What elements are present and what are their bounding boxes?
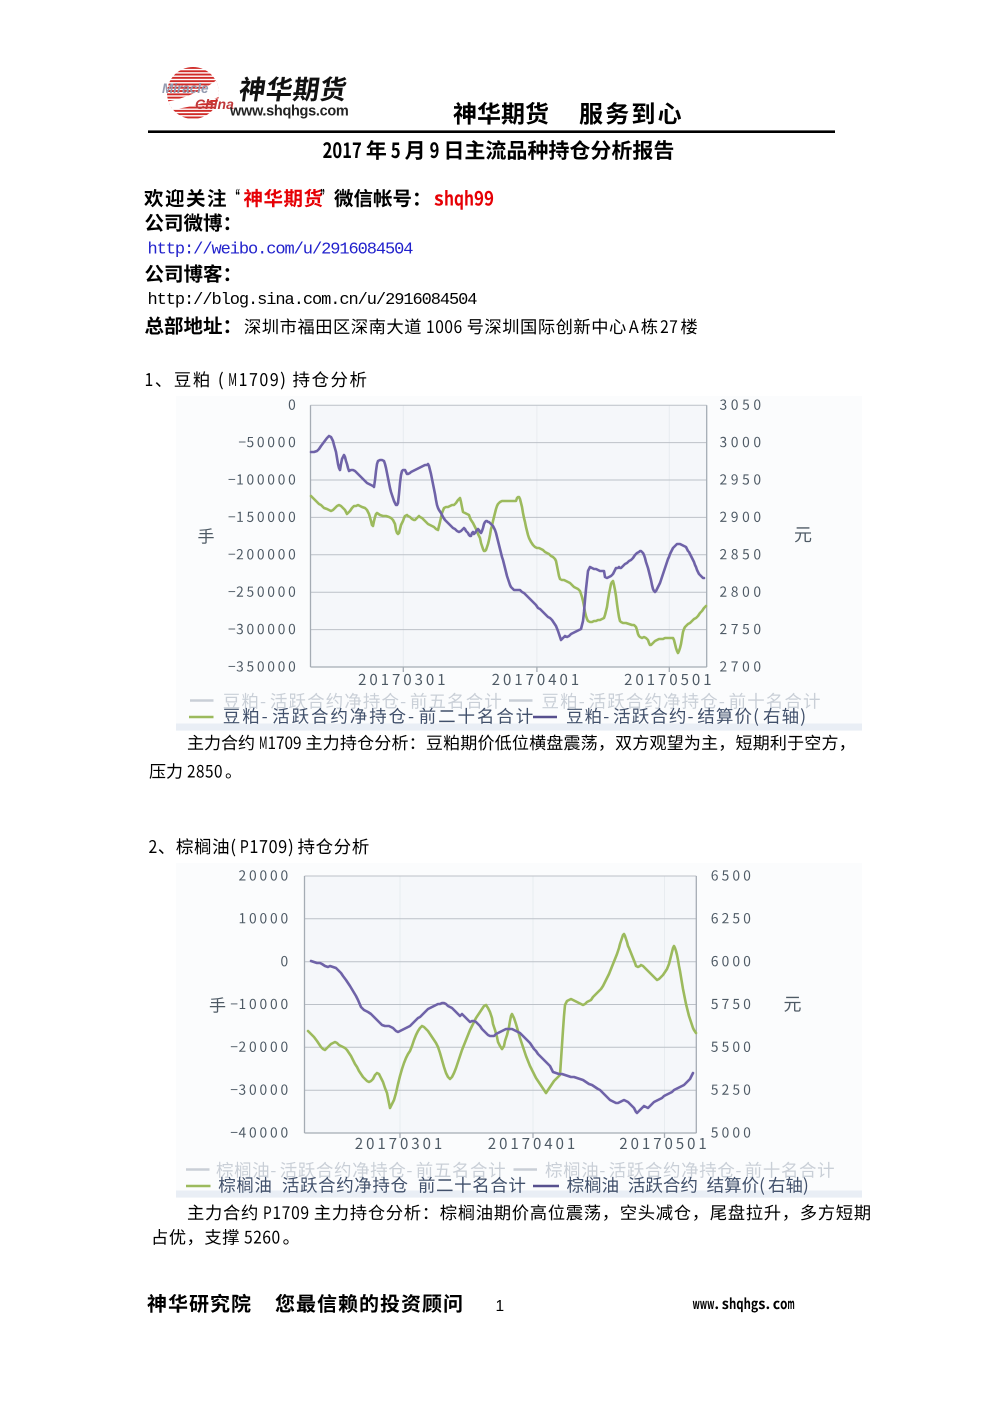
svg-text:http://weibo.com/u/2916084504: http://weibo.com/u/2916084504 (148, 240, 414, 259)
svg-text:Miracle: Miracle (162, 81, 209, 96)
svg-text:China: China (195, 96, 234, 112)
svg-text:http://blog.sina.com.cn/u/2916: http://blog.sina.com.cn/u/2916084504 (148, 291, 478, 310)
svg-text:www.shqhgs.com: www.shqhgs.com (229, 104, 349, 120)
svg-text:1: 1 (496, 1298, 505, 1315)
